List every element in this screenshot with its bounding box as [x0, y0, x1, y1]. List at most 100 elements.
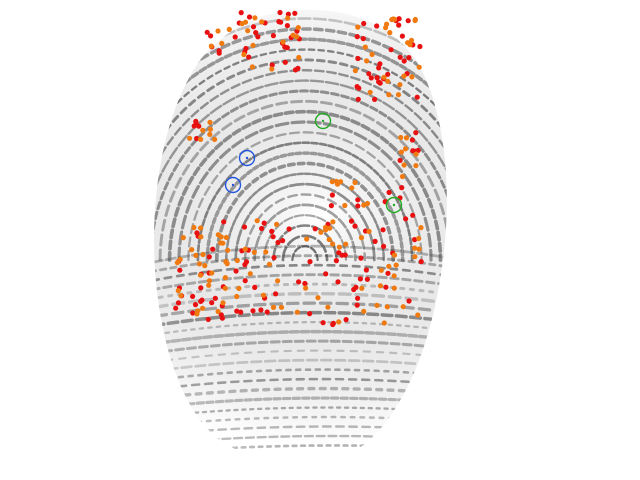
minutia-orange-dot [180, 235, 186, 241]
minutia-orange-dot [393, 262, 399, 268]
blue-ring-marker-center [245, 156, 249, 160]
minutia-red-dot [194, 135, 200, 142]
minutia-orange-dot [225, 247, 231, 253]
minutia-orange-dot [369, 51, 375, 58]
minutia-red-dot [285, 11, 291, 17]
minutia-orange-dot [209, 270, 215, 276]
minutia-orange-dot [280, 39, 286, 45]
minutia-red-dot [418, 259, 424, 265]
minutia-red-dot [292, 10, 298, 16]
minutia-orange-dot [200, 127, 206, 133]
minutia-red-dot [270, 234, 276, 240]
green-ring-marker [314, 112, 332, 130]
minutia-orange-dot [207, 131, 213, 137]
minutia-red-dot [208, 33, 214, 39]
minutia-orange-dot [274, 221, 280, 227]
minutia-orange-dot [391, 273, 397, 279]
minutia-red-dot [385, 270, 391, 276]
minutia-red-dot [348, 218, 355, 224]
minutia-red-dot [198, 285, 204, 291]
minutia-red-dot [320, 320, 326, 326]
minutia-orange-dot [391, 16, 398, 22]
minutia-orange-dot [315, 295, 321, 301]
minutia-orange-dot [412, 16, 418, 23]
minutia-orange-dot [234, 257, 240, 264]
minutia-orange-dot [397, 82, 403, 88]
minutia-orange-dot [329, 179, 335, 185]
minutia-red-dot [190, 293, 196, 299]
minutia-orange-dot [364, 58, 370, 64]
minutia-red-dot [374, 23, 380, 29]
minutia-red-dot [238, 309, 244, 315]
minutia-red-dot [352, 223, 358, 229]
minutia-orange-dot [381, 74, 387, 80]
blue-ring-marker [224, 176, 242, 194]
minutia-red-dot [360, 36, 366, 42]
minutia-red-dot [212, 295, 218, 301]
minutia-orange-dot [386, 92, 392, 98]
minutia-orange-dot [352, 68, 358, 74]
minutia-red-dot [406, 298, 412, 304]
minutia-orange-dot [270, 304, 277, 310]
minutia-orange-dot [391, 285, 397, 291]
minutia-red-dot [413, 130, 419, 136]
minutia-orange-dot [269, 66, 275, 72]
minutia-orange-dot [222, 285, 228, 291]
minutia-orange-dot [386, 263, 392, 269]
minutia-red-dot [307, 311, 313, 317]
minutia-red-dot [296, 279, 302, 285]
minutia-red-dot [366, 71, 372, 77]
minutia-orange-dot [377, 283, 383, 289]
minutia-orange-dot [367, 89, 373, 95]
blue-ring-marker-center [231, 183, 235, 187]
minutia-red-dot [232, 34, 238, 40]
minutia-orange-dot [294, 34, 300, 40]
minutia-red-dot [270, 33, 276, 39]
minutia-orange-dot [330, 219, 336, 225]
minutia-orange-dot [395, 92, 402, 98]
minutia-orange-dot [342, 202, 348, 209]
minutia-red-dot [261, 220, 267, 226]
minutia-orange-dot [336, 319, 342, 325]
minutia-orange-dot [413, 163, 419, 169]
minutia-red-dot [258, 307, 264, 313]
minutia-orange-dot [355, 24, 361, 30]
minutia-red-dot [397, 157, 403, 163]
minutia-orange-dot [374, 302, 380, 308]
minutia-red-dot [323, 271, 329, 277]
minutia-orange-dot [303, 285, 309, 291]
minutia-red-dot [242, 278, 248, 284]
minutia-red-dot [286, 226, 292, 232]
minutia-orange-dot [362, 44, 368, 50]
minutia-red-dot [343, 317, 349, 323]
minutia-orange-dot [191, 224, 197, 231]
minutia-orange-dot [212, 136, 218, 142]
minutia-orange-dot [254, 218, 260, 224]
minutia-orange-dot [217, 240, 224, 246]
minutia-red-dot [363, 267, 369, 273]
minutia-red-dot [355, 55, 361, 62]
green-ring-marker [385, 196, 403, 214]
minutia-orange-dot [242, 19, 249, 25]
minutia-orange-dot [318, 229, 324, 235]
minutia-red-dot [355, 295, 361, 301]
minutia-red-dot [329, 192, 335, 198]
minutia-orange-dot [278, 304, 285, 310]
minutia-orange-dot [349, 185, 355, 191]
minutia-red-dot [269, 62, 275, 68]
minutia-orange-dot [409, 74, 415, 80]
minutia-red-dot [204, 29, 210, 35]
minutia-orange-dot [384, 304, 390, 310]
minutia-red-dot [282, 44, 288, 50]
minutia-red-dot [330, 321, 336, 328]
minutia-orange-dot [408, 37, 415, 43]
minutia-orange-dot [359, 285, 365, 291]
minutia-orange-dot [418, 225, 424, 231]
minutia-orange-dot [260, 292, 267, 298]
minutia-orange-dot [378, 267, 384, 273]
minutia-red-dot [259, 225, 265, 232]
minutia-red-dot [264, 309, 270, 315]
minutia-orange-dot [175, 288, 181, 294]
minutia-red-dot [253, 29, 259, 36]
